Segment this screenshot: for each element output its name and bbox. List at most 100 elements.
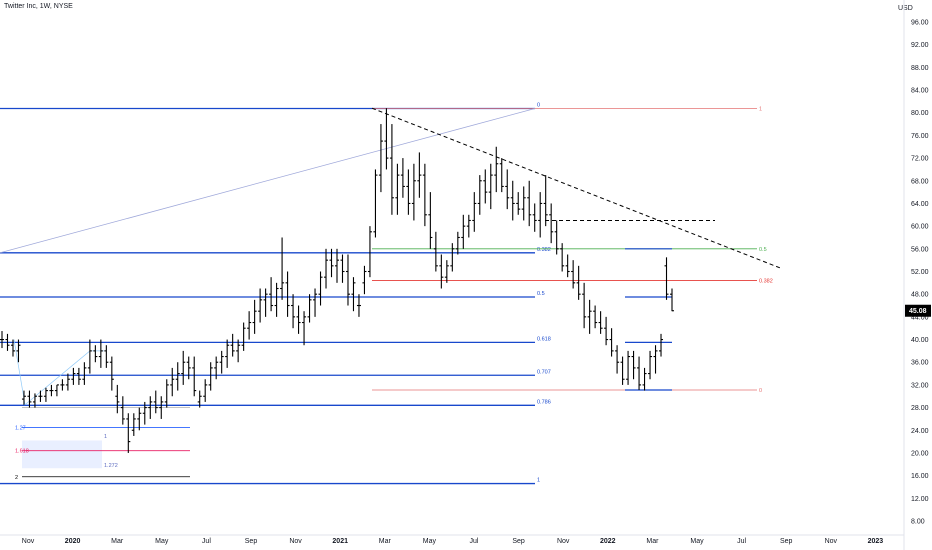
ohlc-bar (560, 243, 565, 272)
ohlc-bar (659, 333, 664, 357)
ohlc-bar (620, 356, 625, 385)
ohlc-bar (499, 158, 504, 193)
y-tick-label: 88.00 (911, 65, 929, 72)
x-tick-label: 2022 (600, 538, 616, 545)
ohlc-bar (367, 226, 372, 278)
ohlc-bar (307, 294, 312, 323)
y-tick-label: 36.00 (911, 360, 929, 367)
fib-anchor-line (0, 108, 536, 254)
ohlc-bar (422, 163, 427, 227)
ohlc-bar (170, 367, 175, 397)
ohlc-bar (186, 356, 191, 380)
ohlc-bar (411, 163, 416, 221)
fib2-level-label: 0.5 (759, 247, 767, 253)
extension-level-label: 1.618 (15, 449, 29, 455)
extension-extra-label: 1 (104, 434, 107, 440)
ohlc-bar (214, 356, 219, 380)
ohlc-bar (219, 350, 224, 374)
y-tick-label: 92.00 (911, 42, 929, 49)
time-axis: Nov 2020 Mar May Jul Sep Nov 2021 Mar May Jul Sep No… (0, 534, 904, 545)
ohlc-bar (351, 277, 356, 312)
ohlc-bar (593, 305, 598, 329)
y-tick-label: 68.00 (911, 178, 929, 185)
symbol-header: Twitter Inc, 1W, NYSE (4, 3, 73, 10)
ohlc-bar (582, 282, 587, 329)
ohlc-bar (126, 413, 131, 453)
ohlc-bar (653, 345, 658, 374)
fib1-level-label: 0.707 (537, 369, 551, 375)
x-tick-label: Nov (22, 538, 35, 545)
ohlc-bar (637, 356, 642, 391)
ohlc-bar (203, 379, 208, 402)
y-tick-label: 76.00 (911, 133, 929, 140)
y-tick-label: 52.00 (911, 269, 929, 276)
ohlc-bar (313, 288, 318, 317)
ohlc-bar (378, 124, 383, 193)
y-tick-label: 20.00 (911, 450, 929, 457)
ohlc-bar (565, 254, 570, 278)
ohlc-bar (510, 180, 515, 221)
ohlc-bar (362, 265, 367, 295)
ohlc-bar (543, 175, 548, 227)
ohlc-bar (329, 248, 334, 278)
ohlc-bar (164, 379, 169, 408)
ohlc-bar (192, 356, 197, 397)
drawings (371, 107, 783, 270)
ohlc-bar (153, 390, 158, 414)
ohlc-bar (615, 345, 620, 374)
ohlc-bar (104, 345, 109, 368)
ohlc-bar (247, 311, 252, 340)
x-tick-label: Mar (379, 538, 392, 545)
ohlc-bar (258, 288, 263, 323)
y-tick-label: 32.00 (911, 382, 929, 389)
y-tick-label: 64.00 (911, 201, 929, 208)
ohlc-bar (648, 350, 653, 380)
ohlc-bar (225, 339, 230, 368)
y-tick-label: 8.00 (911, 519, 925, 526)
ohlc-bar (642, 367, 647, 391)
ohlc-bar (664, 257, 669, 300)
ohlc-bar (532, 203, 537, 232)
ohlc-bar (598, 311, 603, 334)
ohlc-bar (318, 271, 323, 306)
y-tick-label: 16.00 (911, 473, 929, 480)
ohlc-bar (27, 390, 32, 408)
ohlc-bar (406, 169, 411, 215)
ohlc-bar (115, 384, 120, 414)
ohlc-bar (252, 299, 257, 334)
ohlc-bar (400, 158, 405, 198)
ohlc-bar (549, 203, 554, 244)
x-tick-label: May (423, 538, 437, 545)
ohlc-bar (384, 108, 389, 170)
ohlc-bar (230, 333, 235, 357)
ohlc-bar (285, 271, 290, 317)
ohlc-bar (175, 362, 180, 391)
ohlc-bar (505, 169, 510, 210)
ohlc-bar (197, 390, 202, 408)
ohlc-bar (670, 288, 674, 312)
ohlc-bar (340, 254, 345, 283)
fib1-level-label: 0.786 (537, 399, 551, 405)
ohlc-bar (373, 169, 378, 238)
ohlc-bar (389, 124, 394, 215)
y-tick-label: 40.00 (911, 337, 929, 344)
ohlc-bar (477, 175, 482, 215)
ohlc-bar (439, 254, 444, 289)
ohlc-bar (450, 243, 455, 272)
x-tick-label: Nov (289, 538, 302, 545)
ohlc-bar (109, 356, 114, 391)
extension-swing-line (13, 339, 104, 406)
ohlc-bar (87, 339, 92, 374)
ohlc-bar (521, 186, 526, 221)
currency-label: USD (898, 5, 913, 12)
ohlc-bar (455, 231, 460, 255)
ohlc-bar (604, 316, 609, 346)
extension-level-label: 1.27 (15, 425, 26, 431)
ohlc-bar (571, 260, 576, 289)
ohlc-bar (356, 294, 361, 317)
ohlc-bar (302, 311, 307, 346)
ohlc-bar (538, 192, 543, 238)
y-tick-label: 12.00 (911, 496, 929, 503)
ohlc-bar (236, 339, 241, 363)
